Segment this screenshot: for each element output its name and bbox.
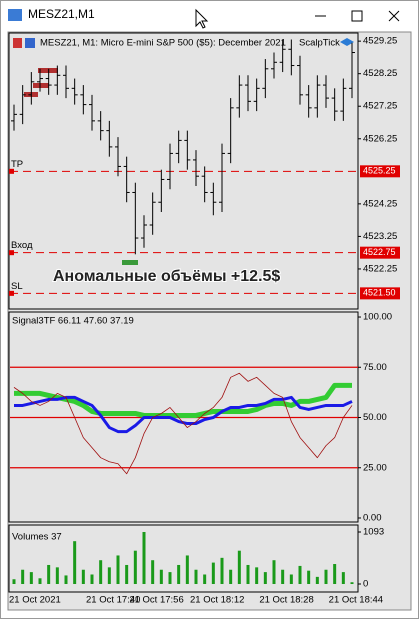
x-tick-label: 21 Oct 17:56 <box>129 595 183 606</box>
volume-bar <box>90 574 94 585</box>
volume-bar <box>125 564 129 585</box>
volume-bar <box>81 569 85 585</box>
volume-bar <box>307 570 311 585</box>
volume-bar <box>281 569 285 585</box>
volume-bar <box>133 550 137 585</box>
volume-bar <box>177 564 181 585</box>
y-tick-label: 4527.25 <box>363 101 397 112</box>
volume-bar <box>194 569 198 585</box>
y-tick-label: 4522.25 <box>363 263 397 274</box>
volume-bar <box>350 582 354 585</box>
level-name: SL <box>11 281 23 292</box>
y-tick-label: 25.00 <box>363 462 387 473</box>
x-tick-label: 21 Oct 2021 <box>9 595 61 606</box>
indicator-icon <box>340 38 354 46</box>
x-tick-label: 21 Oct 18:28 <box>259 595 313 606</box>
volume-bar <box>263 572 267 585</box>
volume-bar <box>341 572 345 585</box>
volume-bar <box>168 572 172 585</box>
volume-bar <box>185 555 189 585</box>
level-marker <box>9 168 14 174</box>
header-icon <box>25 38 35 48</box>
volume-bar <box>107 567 111 585</box>
volume-bar <box>272 560 276 585</box>
volume-bar <box>47 564 51 585</box>
y-tick-label: 4529.25 <box>363 36 397 47</box>
indicator-line <box>13 372 353 475</box>
level-marker <box>9 290 14 296</box>
level-name: Вход <box>11 240 33 251</box>
level-value: 4522.75 <box>363 247 396 257</box>
chart-area <box>7 31 412 611</box>
volume-bar <box>64 575 68 585</box>
y-tick-label: 100.00 <box>363 312 392 323</box>
indicator-title: Signal3TF 66.11 47.60 37.19 <box>12 316 134 327</box>
order-marker <box>38 68 58 73</box>
y-tick-label: 4523.25 <box>363 231 397 242</box>
volume-bar <box>21 569 25 585</box>
volume-bar <box>142 531 146 585</box>
level-value-box <box>360 165 400 178</box>
y-tick-label: 0.00 <box>363 513 382 524</box>
volume-bar <box>99 560 103 585</box>
y-tick-label: 4528.25 <box>363 68 397 79</box>
volume-panel <box>8 524 359 593</box>
volume-bar <box>203 574 207 585</box>
y-tick-label: 4524.25 <box>363 198 397 209</box>
y-tick-label: 1093 <box>363 527 384 538</box>
volume-bar <box>73 541 77 585</box>
annotation: Аномальные объёмы +12.5$ <box>53 268 280 285</box>
volume-bar <box>237 550 241 585</box>
volume-bar <box>38 578 42 585</box>
indicator-name: ScalpTick <box>299 38 340 49</box>
volume-bar <box>116 555 120 585</box>
cursor <box>195 8 209 29</box>
order-marker <box>33 83 49 88</box>
app-icon <box>8 9 22 21</box>
y-tick-label: 75.00 <box>363 362 387 373</box>
level-value: 4525.25 <box>363 166 396 176</box>
y-tick-label: 4526.25 <box>363 133 397 144</box>
volume-bar <box>246 564 250 585</box>
volume-bar <box>324 569 328 585</box>
volume-bar <box>211 562 215 585</box>
volume-bar <box>151 560 155 585</box>
volume-bar <box>298 565 302 585</box>
volume-bar <box>333 564 337 585</box>
header-icon <box>13 38 22 48</box>
volume-bar <box>55 567 59 585</box>
level-marker <box>9 250 14 256</box>
close-button[interactable] <box>388 10 400 22</box>
window-title: MESZ21,M1 <box>28 7 95 21</box>
volume-title: Volumes 37 <box>12 532 62 543</box>
level-name: TP <box>11 159 23 170</box>
volume-bar <box>289 574 293 585</box>
x-tick-label: 21 Oct 18:12 <box>190 595 244 606</box>
volume-bar <box>315 576 319 585</box>
level-value: 4521.50 <box>363 288 396 298</box>
maximize-button[interactable] <box>351 10 363 22</box>
volume-bar <box>29 572 33 585</box>
level-value-box <box>360 246 400 259</box>
y-tick-label: 0 <box>363 579 368 590</box>
volume-bar <box>229 569 233 585</box>
chart-header: MESZ21, M1: Micro E-mini S&P 500 ($5): D… <box>40 38 286 49</box>
x-tick-label: 21 Oct 18:44 <box>329 595 383 606</box>
y-tick-label: 50.00 <box>363 412 387 423</box>
x-tick-label: 21 Oct 17:40 <box>86 595 140 606</box>
entry-marker <box>122 260 138 265</box>
volume-bar <box>159 569 163 585</box>
volume-bar <box>255 567 259 585</box>
level-value-box <box>360 287 400 300</box>
volume-bar <box>220 557 224 585</box>
volume-bar <box>12 579 16 585</box>
